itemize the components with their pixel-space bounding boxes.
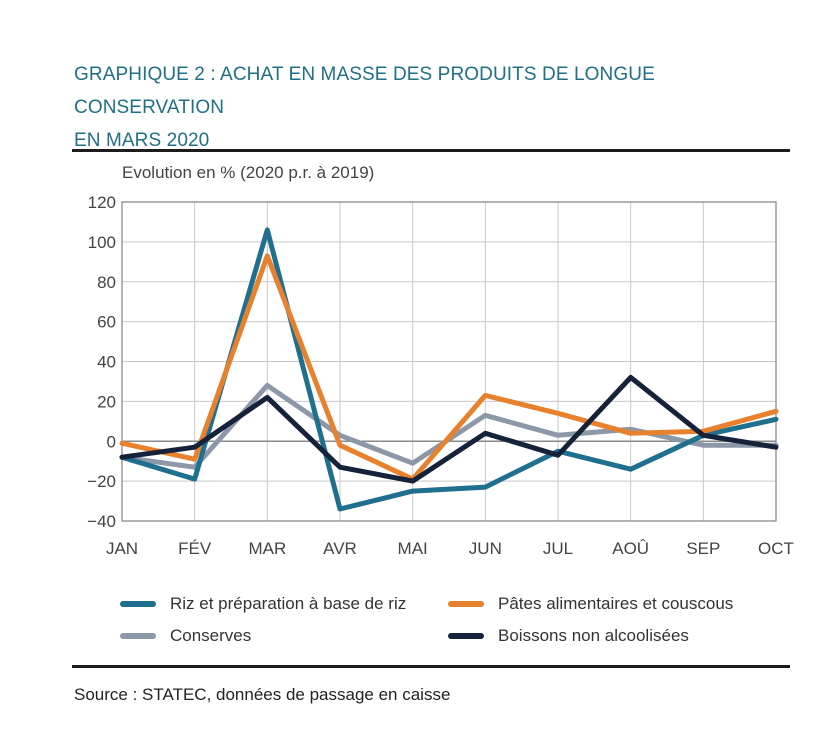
plot-frame	[121, 201, 777, 522]
y-tick-label: 100	[88, 233, 116, 252]
x-tick-label: AVR	[323, 539, 357, 558]
top-divider	[72, 149, 790, 152]
y-tick-label: 60	[97, 313, 116, 332]
x-tick-label: JUN	[469, 539, 502, 558]
legend-label-riz: Riz et préparation à base de riz	[170, 594, 407, 613]
chart-title: GRAPHIQUE 2 : ACHAT EN MASSE DES PRODUIT…	[74, 58, 804, 157]
x-tick-label: JAN	[106, 539, 138, 558]
y-axis-label: Evolution en % (2020 p.r. à 2019)	[122, 163, 375, 182]
series-line-boissons	[119, 374, 779, 484]
x-tick-label: SEP	[686, 539, 720, 558]
legend-swatch-pates	[448, 601, 484, 607]
x-tick-label: AOÛ	[612, 539, 649, 558]
legend-swatch-boissons	[448, 633, 484, 639]
x-tick-label: FÉV	[178, 539, 212, 558]
series-line-riz	[119, 227, 779, 512]
legend-item-boissons: Boissons non alcoolisées	[448, 626, 689, 646]
y-tick-label: 120	[88, 193, 116, 212]
series-line-pates	[119, 253, 779, 482]
x-tick-label: OCT	[758, 539, 794, 558]
x-tick-label: MAI	[398, 539, 428, 558]
line-chart: 120 100 80 60 40 20 0 −20 −40 JAN FÉV MAR AVR MAI JUN J…	[87, 193, 794, 558]
y-tick-label: −20	[87, 472, 116, 491]
x-tick-label: JUL	[543, 539, 573, 558]
x-tick-label: MAR	[248, 539, 286, 558]
y-tick-label: 40	[97, 353, 116, 372]
legend-swatch-riz	[120, 601, 156, 607]
bottom-divider	[72, 665, 790, 668]
chart-title-line-2: EN MARS 2020	[74, 130, 210, 151]
chart-title-line-1: GRAPHIQUE 2 : ACHAT EN MASSE DES PRODUIT…	[74, 64, 655, 118]
legend-item-pates: Pâtes alimentaires et couscous	[448, 594, 733, 614]
y-tick-label: −40	[87, 512, 116, 531]
legend-swatch-conserves	[120, 633, 156, 639]
y-tick-label: 20	[97, 392, 116, 411]
y-tick-label: 80	[97, 273, 116, 292]
y-tick-label: 0	[107, 432, 116, 451]
legend-label-boissons: Boissons non alcoolisées	[498, 626, 689, 645]
legend-item-conserves: Conserves	[120, 626, 251, 646]
legend-item-riz: Riz et préparation à base de riz	[120, 594, 406, 614]
legend-label-conserves: Conserves	[170, 626, 252, 645]
source-note: Source : STATEC, données de passage en c…	[74, 685, 451, 704]
legend-label-pates: Pâtes alimentaires et couscous	[498, 594, 734, 613]
